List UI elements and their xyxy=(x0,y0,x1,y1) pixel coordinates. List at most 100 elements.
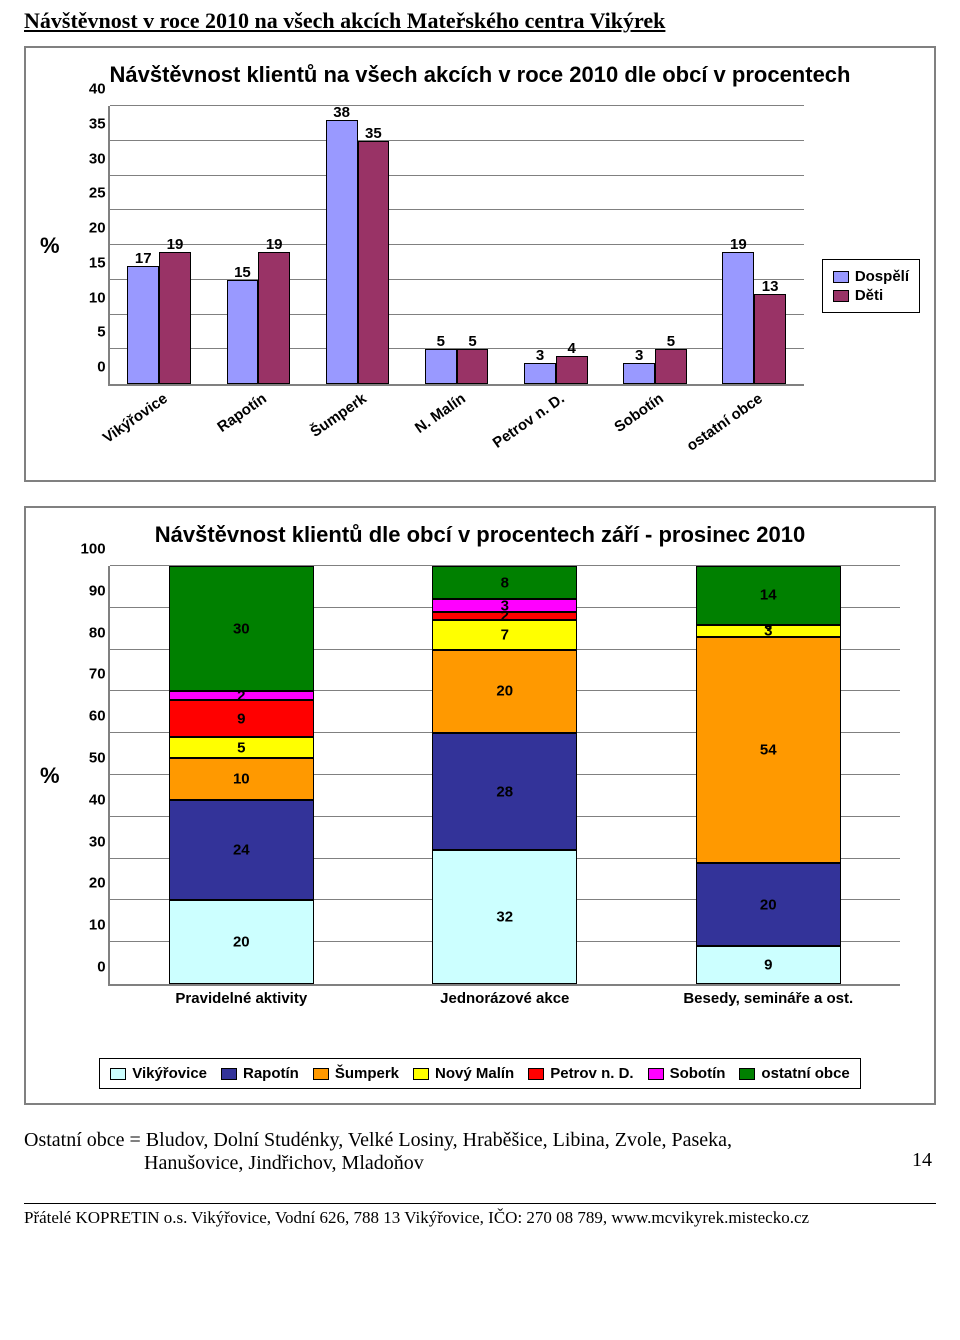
chart1-gridline xyxy=(110,279,804,280)
page-number: 14 xyxy=(912,1149,932,1172)
chart2-y-tick: 100 xyxy=(74,541,106,558)
legend-label: ostatní obce xyxy=(761,1065,849,1082)
chart1-y-tick: 20 xyxy=(74,220,106,237)
chart2-legend-item: ostatní obce xyxy=(739,1065,849,1082)
chart1-legend-item: Dospělí xyxy=(833,268,909,285)
chart1-bar-value: 13 xyxy=(762,278,779,295)
chart1-x-category: Rapotín xyxy=(162,390,270,473)
chart2-y-tick: 70 xyxy=(74,666,106,683)
chart2-segment-value: 9 xyxy=(237,711,245,726)
chart2-segment-value: 9 xyxy=(764,958,772,973)
chart1-y-tick: 35 xyxy=(74,115,106,132)
legend-label: Dospělí xyxy=(855,268,909,285)
footnote-line-2: Hanušovice, Jindřichov, Mladoňov xyxy=(144,1152,936,1175)
legend-swatch xyxy=(221,1068,237,1080)
chart1-title: Návštěvnost klientů na všech akcích v ro… xyxy=(40,62,920,88)
chart1-bar: 35 xyxy=(358,141,390,384)
chart2-title: Návštěvnost klientů dle obcí v procentec… xyxy=(40,522,920,548)
chart2-y-tick: 40 xyxy=(74,791,106,808)
chart2-container: Návštěvnost klientů dle obcí v procentec… xyxy=(24,506,936,1105)
chart2-plot-area: 010203040506070809010020241059230Pravide… xyxy=(108,566,900,986)
chart2-segment-value: 8 xyxy=(501,575,509,590)
chart1-plot-area: 05101520253035401719151938355534351913Vi… xyxy=(108,106,804,386)
legend-swatch xyxy=(413,1068,429,1080)
chart2-segment-value: 14 xyxy=(760,588,777,603)
chart1-bar: 5 xyxy=(425,349,457,384)
chart1-bar-value: 19 xyxy=(730,236,747,253)
chart1-x-category: Petrov n. D. xyxy=(460,390,568,473)
chart1-bar-value: 38 xyxy=(333,104,350,121)
chart2-x-category: Jednorázové akce xyxy=(440,990,569,1007)
chart1-bar: 15 xyxy=(227,280,259,384)
chart2-stack: 920543014Besedy, semináře a ost. xyxy=(696,566,841,984)
chart2-legend-item: Rapotín xyxy=(221,1065,299,1082)
chart2-y-tick: 60 xyxy=(74,708,106,725)
legend-swatch xyxy=(833,271,849,283)
chart2-legend-item: Sobotín xyxy=(648,1065,726,1082)
chart1-y-tick: 25 xyxy=(74,185,106,202)
chart2-x-category: Besedy, semináře a ost. xyxy=(683,990,853,1007)
chart1-x-category: Sobotín xyxy=(559,390,667,473)
chart2-segment-value: 5 xyxy=(237,740,245,755)
chart1-x-category: ostatní obce xyxy=(658,390,766,473)
chart2-segment-value: 10 xyxy=(233,772,250,787)
chart1-x-category: Vikýřovice xyxy=(63,390,171,473)
chart1-legend-item: Děti xyxy=(833,287,909,304)
chart2-y-axis-label: % xyxy=(40,566,60,986)
chart1-y-tick: 30 xyxy=(74,150,106,167)
chart1-y-tick: 10 xyxy=(74,289,106,306)
chart1-x-category: Šumperk xyxy=(261,390,369,473)
legend-swatch xyxy=(528,1068,544,1080)
chart2-segment-value: 20 xyxy=(760,897,777,912)
page-footer: Přátelé KOPRETIN o.s. Vikýřovice, Vodní … xyxy=(24,1203,936,1228)
chart1-bar-value: 15 xyxy=(234,264,251,281)
legend-swatch xyxy=(833,290,849,302)
footnote-line-1: Ostatní obce = Bludov, Dolní Studénky, V… xyxy=(24,1129,936,1152)
chart2-legend-item: Vikýřovice xyxy=(110,1065,207,1082)
chart1-bar-value: 4 xyxy=(568,340,576,357)
legend-label: Petrov n. D. xyxy=(550,1065,633,1082)
chart1-bar: 5 xyxy=(457,349,489,384)
chart1-y-tick: 40 xyxy=(74,81,106,98)
chart1-gridline xyxy=(110,175,804,176)
chart1-bar-value: 5 xyxy=(667,333,675,350)
chart1-container: Návštěvnost klientů na všech akcích v ro… xyxy=(24,46,936,482)
chart2-segment-value: 30 xyxy=(233,621,250,636)
page-title: Návštěvnost v roce 2010 na všech akcích … xyxy=(24,8,936,34)
legend-swatch xyxy=(648,1068,664,1080)
legend-label: Nový Malín xyxy=(435,1065,514,1082)
chart2-y-tick: 0 xyxy=(74,959,106,976)
legend-label: Vikýřovice xyxy=(132,1065,207,1082)
chart1-y-axis-label: % xyxy=(40,106,60,386)
legend-label: Rapotín xyxy=(243,1065,299,1082)
chart1-y-tick: 5 xyxy=(74,324,106,341)
footnote: Ostatní obce = Bludov, Dolní Studénky, V… xyxy=(24,1129,936,1175)
chart2-y-tick: 90 xyxy=(74,582,106,599)
chart1-bar: 3 xyxy=(524,363,556,384)
chart1-body: % 05101520253035401719151938355534351913… xyxy=(40,106,920,466)
chart2-stack: 20241059230Pravidelné aktivity xyxy=(169,566,314,984)
chart1-bar: 17 xyxy=(127,266,159,384)
legend-swatch xyxy=(313,1068,329,1080)
chart1-legend: Dospělí Děti xyxy=(822,259,920,313)
chart1-y-tick: 15 xyxy=(74,254,106,271)
legend-label: Děti xyxy=(855,287,883,304)
chart1-bar-value: 3 xyxy=(635,347,643,364)
chart2-segment-value: 54 xyxy=(760,742,777,757)
chart1-bar: 19 xyxy=(722,252,754,384)
chart1-x-category: N. Malín xyxy=(360,390,468,473)
chart2-segment-value: 32 xyxy=(496,910,513,925)
chart2-segment-value: 7 xyxy=(501,627,509,642)
chart1-y-tick: 0 xyxy=(74,359,106,376)
chart1-bar: 19 xyxy=(258,252,290,384)
chart2-y-tick: 20 xyxy=(74,875,106,892)
chart1-gridline xyxy=(110,244,804,245)
chart2-body: % 010203040506070809010020241059230Pravi… xyxy=(40,566,920,1012)
chart2-segment-value: 20 xyxy=(496,684,513,699)
chart2-y-tick: 30 xyxy=(74,833,106,850)
chart2-y-tick: 10 xyxy=(74,917,106,934)
chart2-segment-value: 20 xyxy=(233,935,250,950)
chart1-bar: 3 xyxy=(623,363,655,384)
chart1-bar: 19 xyxy=(159,252,191,384)
chart1-bar-value: 5 xyxy=(437,333,445,350)
